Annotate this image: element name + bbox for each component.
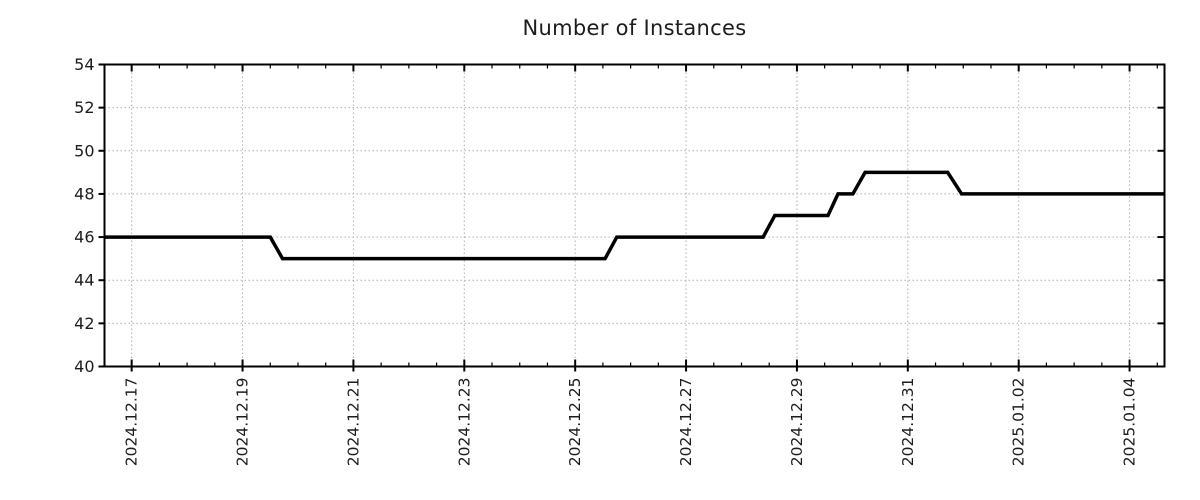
x-tick-label: 2024.12.21	[344, 378, 362, 467]
y-tick-label: 46	[74, 228, 94, 247]
y-tick-label: 42	[74, 314, 94, 333]
x-tick-label: 2024.12.17	[123, 378, 141, 467]
y-tick-label: 44	[74, 271, 94, 290]
x-tick-label: 2024.12.19	[234, 378, 252, 467]
y-tick-label: 48	[74, 184, 94, 203]
series-line-instances	[104, 170, 1165, 261]
x-tick-label: 2025.01.04	[1121, 378, 1139, 467]
x-tick-label: 2024.12.23	[455, 378, 473, 467]
y-tick-label: 50	[74, 141, 94, 160]
x-tick-label: 2024.12.29	[788, 378, 806, 467]
plot-group: 40 42 44 46 48 50 52 54 2024.12.17 2024.12.19 2024…	[74, 55, 1166, 467]
y-tick-label: 40	[74, 357, 94, 376]
y-tick-label: 52	[74, 98, 94, 117]
x-tick-label: 2025.01.02	[1010, 378, 1028, 467]
chart-title: Number of Instances	[522, 16, 747, 40]
x-tick-label: 2024.12.27	[677, 378, 695, 467]
x-tick-label: 2024.12.25	[566, 378, 584, 467]
plot-border	[103, 63, 1166, 368]
x-tick-label: 2024.12.31	[899, 378, 917, 467]
y-tick-label: 54	[74, 55, 94, 74]
